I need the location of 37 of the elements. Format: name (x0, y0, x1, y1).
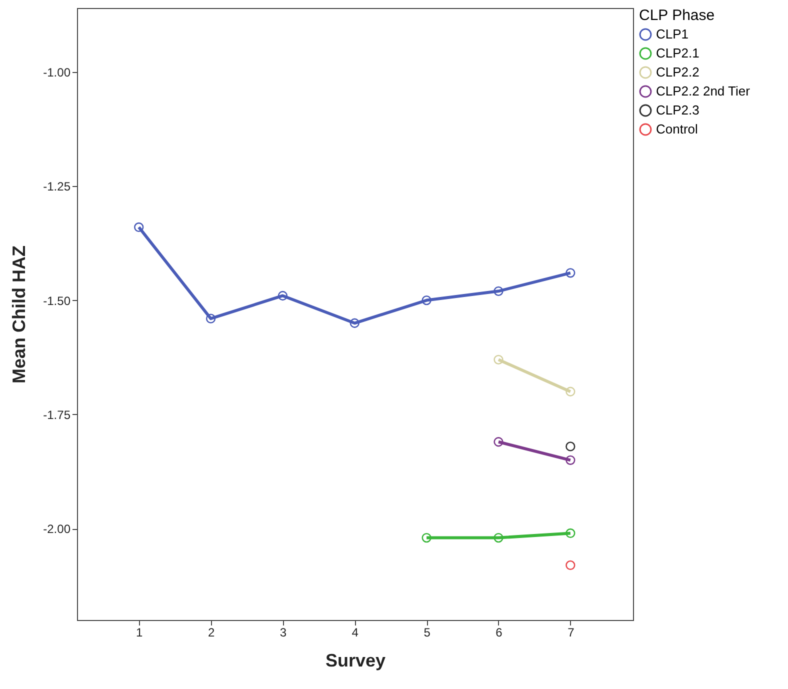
legend-label: CLP2.2 (656, 64, 700, 80)
y-tick-label: -2.00 (43, 522, 71, 536)
point (206, 314, 216, 324)
point (566, 268, 576, 278)
legend-label: CLP1 (656, 26, 689, 42)
x-tick-label: 7 (568, 626, 575, 640)
point (494, 437, 504, 447)
x-tick-label: 2 (208, 626, 215, 640)
point (422, 532, 432, 543)
y-tick-label: -1.75 (43, 408, 71, 422)
y-tick-label: -1.00 (43, 65, 71, 80)
point (566, 455, 576, 465)
x-tick-label: 6 (496, 626, 503, 640)
point (422, 295, 432, 306)
legend-label: CLP2.3 (656, 102, 700, 118)
x-axis-title: Survey (325, 650, 386, 670)
point (350, 318, 360, 328)
legend-title: CLP Phase (639, 7, 715, 24)
point (566, 560, 576, 570)
y-axis-title: Mean Child HAZ (9, 246, 30, 384)
x-tick-label: 3 (280, 626, 287, 640)
point (134, 222, 144, 232)
point (566, 442, 576, 452)
point (278, 290, 288, 301)
point (494, 286, 504, 296)
legend-label: Control (656, 122, 698, 136)
point (494, 354, 504, 364)
y-tick-label: -1.25 (43, 180, 71, 194)
legend-label: CLP2.2 2nd Tier (656, 84, 751, 98)
point (494, 532, 504, 543)
point (566, 528, 576, 538)
legend-label: CLP2.1 (656, 46, 700, 60)
x-tick-label: 1 (136, 626, 144, 640)
x-tick-label: 4 (352, 626, 359, 640)
y-tick-label: -1.50 (43, 294, 71, 308)
x-tick-label: 5 (424, 626, 431, 640)
point (566, 386, 576, 396)
